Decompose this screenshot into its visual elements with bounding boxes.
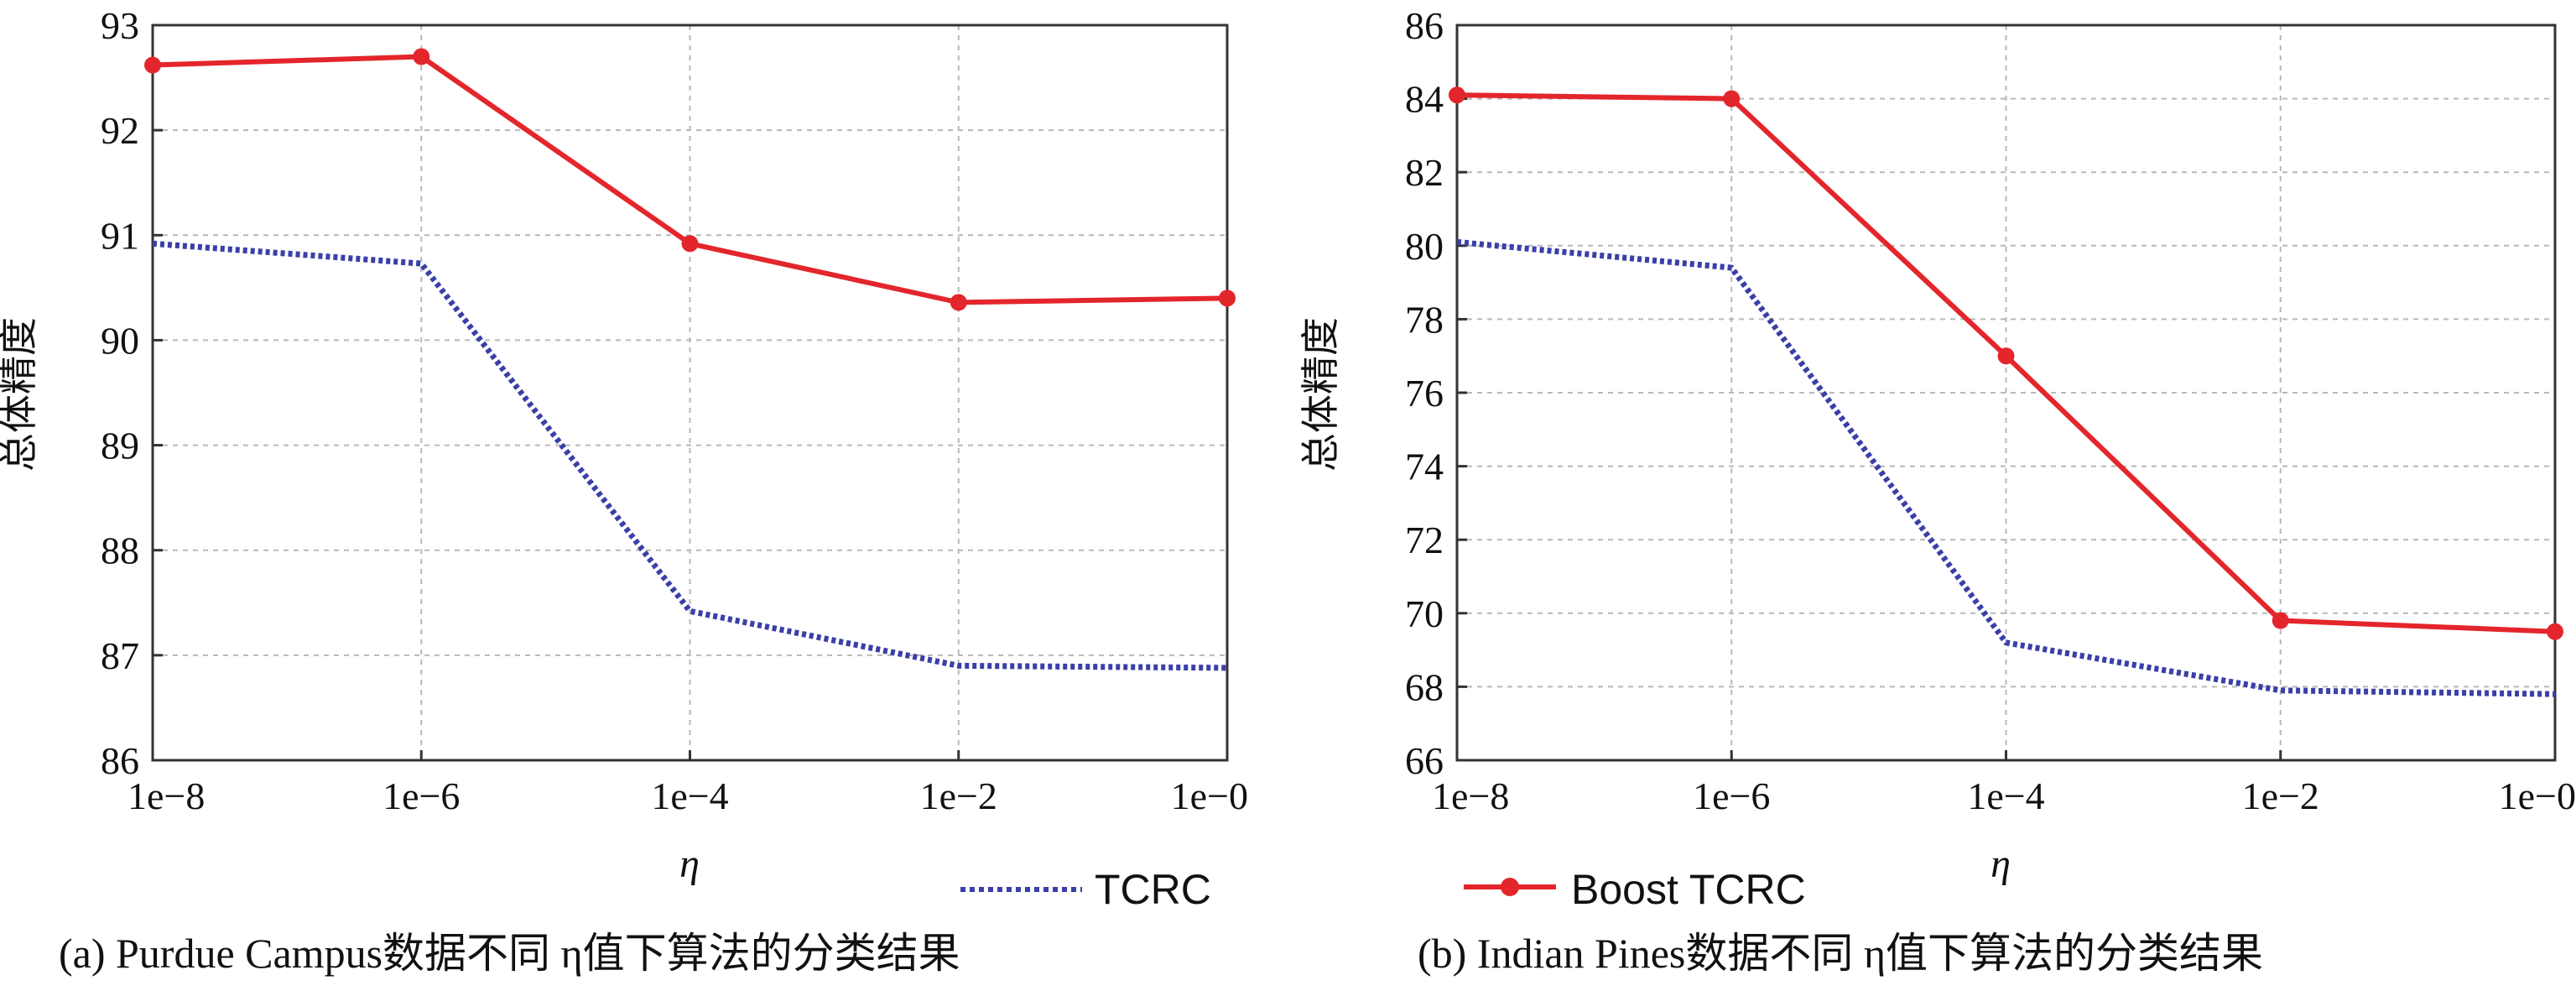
y-tick-label: 78 (1405, 298, 1444, 341)
series-boost-tcrc-point (681, 235, 699, 253)
x-tick-label: 1e−6 (1693, 775, 1770, 817)
y-tick-label: 74 (1405, 446, 1444, 488)
series-boost-tcrc-point (413, 48, 430, 65)
y-tick-label: 82 (1405, 151, 1444, 194)
caption-a: (a) Purdue Campus数据不同 η值下算法的分类结果 (59, 930, 960, 977)
series-boost-tcrc-point (950, 294, 967, 311)
x-tick-label: 1e−4 (1967, 775, 2044, 817)
caption-b: (b) Indian Pines数据不同 η值下算法的分类结果 (1418, 930, 2263, 977)
y-tick-label: 88 (101, 529, 139, 572)
y-tick-label: 86 (101, 739, 139, 782)
series-tcrc-line (152, 240, 1228, 671)
x-axis-label: η (1991, 842, 2011, 886)
y-tick-label: 72 (1405, 519, 1444, 561)
y-tick-label: 87 (101, 634, 139, 677)
y-tick-label: 93 (101, 4, 139, 47)
chart-a-purdue-campus: 86 87 88 89 90 91 92 93 1e−8 1e−6 1e−4 1e−2 1e−0 总体精度… (0, 4, 1248, 886)
y-tick-label: 90 (101, 319, 139, 362)
series-boost-tcrc-point (1723, 90, 1741, 107)
series-boost-tcrc-point (144, 56, 161, 74)
legend-boost-tcrc: Boost TCRC (1464, 866, 1806, 913)
series-boost-tcrc-point (1997, 347, 2015, 365)
legend-tcrc-label: TCRC (1095, 866, 1211, 913)
y-tick-label: 91 (101, 214, 139, 257)
legend-boost-tcrc-marker (1501, 878, 1519, 896)
y-tick-label: 80 (1405, 225, 1444, 268)
x-tick-label: 1e−6 (382, 775, 460, 817)
series-tcrc-line (1456, 238, 2556, 697)
y-tick-label: 70 (1405, 592, 1444, 635)
y-tick-label: 86 (1405, 4, 1444, 47)
y-tick-label: 76 (1405, 372, 1444, 415)
y-tick-label: 66 (1405, 739, 1444, 782)
chart-b-indian-pines: 66 68 70 72 74 76 78 80 82 84 86 1e−8 1e−6 1e−4 1e−2 1e… (1298, 4, 2576, 886)
y-tick-label: 89 (101, 425, 139, 467)
y-tick-label: 68 (1405, 665, 1444, 708)
legend-boost-tcrc-label: Boost TCRC (1571, 866, 1806, 913)
x-tick-label: 1e−0 (1171, 775, 1248, 817)
x-axis-label: η (679, 842, 700, 886)
legend-tcrc: TCRC (960, 866, 1211, 913)
y-axis-label: 总体精度 (1298, 317, 1343, 472)
x-tick-label: 1e−2 (920, 775, 997, 817)
x-tick-label: 1e−8 (1432, 775, 1509, 817)
x-tick-label: 1e−2 (2242, 775, 2319, 817)
y-tick-label: 84 (1405, 78, 1444, 121)
x-tick-label: 1e−4 (651, 775, 728, 817)
y-axis-label: 总体精度 (0, 317, 41, 472)
series-boost-tcrc-point (1449, 86, 1465, 104)
series-boost-tcrc-point (1219, 289, 1236, 307)
x-tick-label: 1e−8 (127, 775, 205, 817)
y-tick-label: 92 (101, 109, 139, 152)
x-tick-label: 1e−0 (2499, 775, 2576, 817)
series-boost-tcrc-point (2547, 623, 2563, 640)
series-boost-tcrc-point (2272, 612, 2289, 629)
